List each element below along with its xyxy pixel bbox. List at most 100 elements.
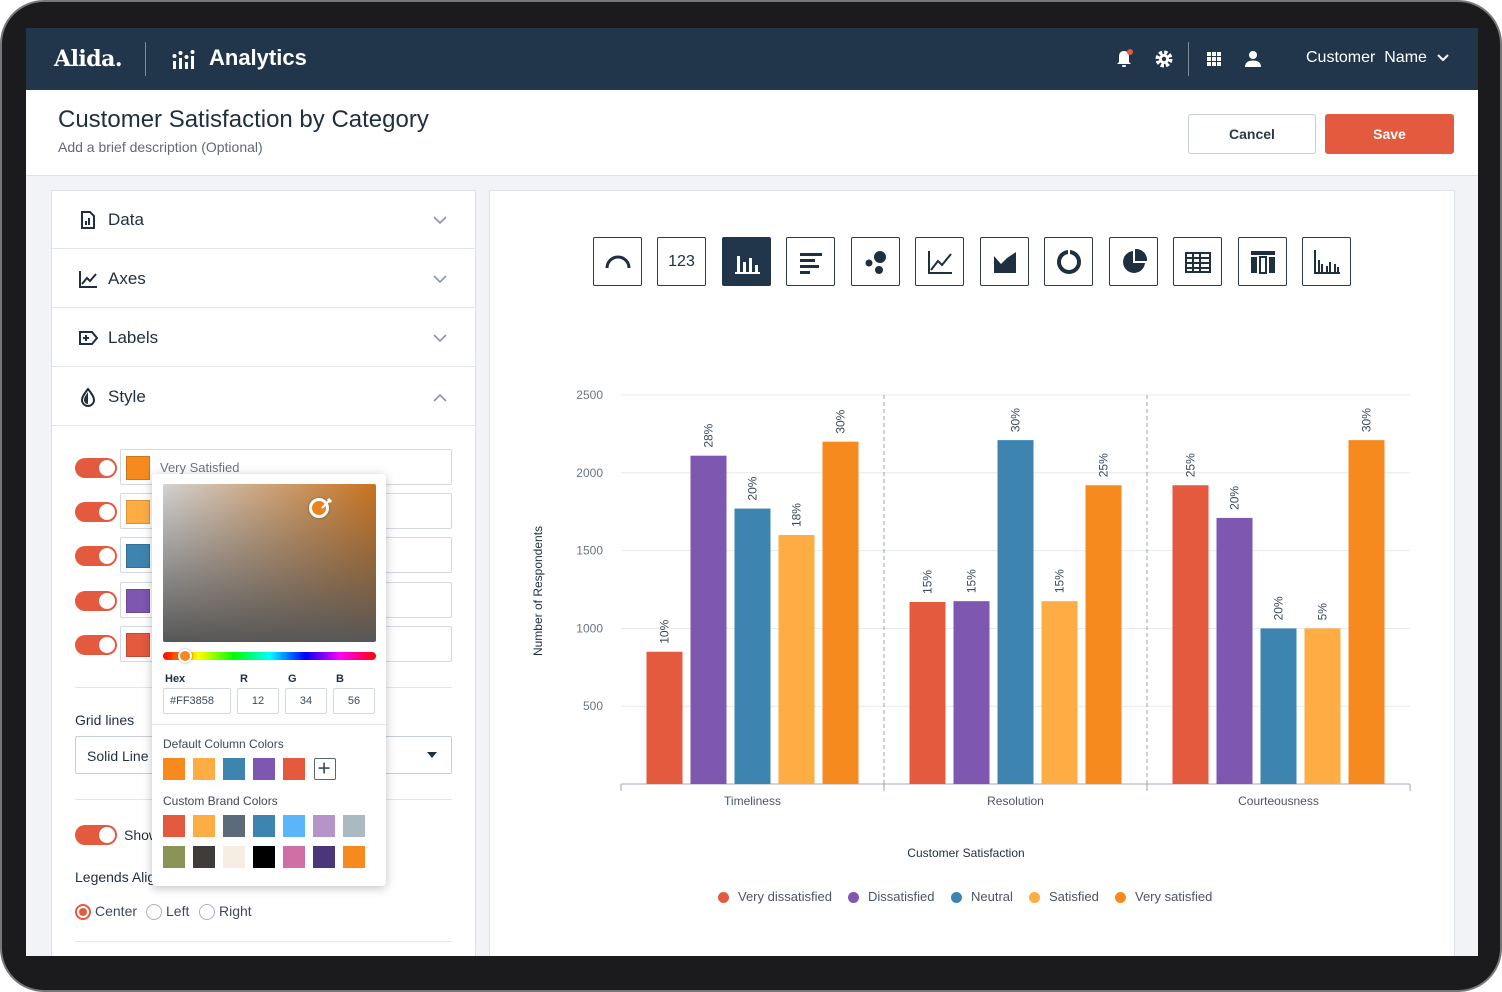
chevron-down-icon[interactable]: [433, 216, 447, 225]
add-color-button[interactable]: [314, 758, 336, 780]
series-toggle[interactable]: [75, 458, 117, 478]
save-button[interactable]: Save: [1325, 114, 1454, 154]
default-color-swatch[interactable]: [253, 758, 275, 780]
brand-color-swatch[interactable]: [283, 846, 305, 868]
series-name[interactable]: Very Satisfied: [160, 460, 240, 475]
series-toggle[interactable]: [75, 546, 117, 566]
app-title: Analytics: [209, 45, 307, 70]
series-toggle[interactable]: [75, 635, 117, 655]
data-label: 15%: [965, 569, 979, 593]
hue-handle[interactable]: [178, 649, 192, 663]
chart-type-bar[interactable]: [786, 237, 835, 286]
brand-color-swatch[interactable]: [163, 815, 185, 837]
brand-color-swatch[interactable]: [223, 846, 245, 868]
brand-color-swatch[interactable]: [253, 846, 275, 868]
radio-label[interactable]: Center: [95, 903, 138, 919]
eyedropper-icon[interactable]: [320, 496, 334, 510]
nav-divider: [1188, 42, 1189, 76]
brand-color-swatch[interactable]: [193, 815, 215, 837]
accordion-data[interactable]: Data: [52, 191, 475, 249]
brand-color-swatch[interactable]: [283, 815, 305, 837]
bar: [778, 535, 815, 784]
series-toggle[interactable]: [75, 591, 117, 611]
color-swatch[interactable]: [126, 500, 150, 524]
brand-color-swatch[interactable]: [343, 815, 365, 837]
chart-type-bubble[interactable]: [851, 237, 900, 286]
chart-type-line[interactable]: [915, 237, 964, 286]
brand-color-swatch[interactable]: [313, 815, 335, 837]
bar: [1304, 628, 1341, 784]
user-name[interactable]: Customer Name: [1306, 49, 1427, 66]
color-picker-popover: Hex R G B #FF3858 12 34 56 Default Colum…: [152, 474, 386, 886]
chart-type-stacked-table[interactable]: [1238, 237, 1287, 286]
user-icon[interactable]: [1242, 48, 1264, 70]
chevron-down-icon[interactable]: [433, 334, 447, 343]
hex-input[interactable]: #FF3858: [163, 688, 231, 714]
chart-type-area[interactable]: [980, 237, 1029, 286]
radio-left[interactable]: [146, 904, 162, 920]
accordion-axes[interactable]: Axes: [52, 250, 475, 308]
chart-type-gauge[interactable]: [593, 237, 642, 286]
legend-label: Satisfied: [1049, 889, 1099, 904]
b-input[interactable]: 56: [333, 688, 375, 714]
saturation-value-area[interactable]: [163, 484, 376, 642]
brand-color-swatch[interactable]: [223, 815, 245, 837]
default-color-swatch[interactable]: [193, 758, 215, 780]
r-input[interactable]: 12: [237, 688, 279, 714]
data-label: 28%: [702, 423, 716, 447]
chevron-down-icon[interactable]: [1437, 53, 1449, 63]
legend-label: Very satisfied: [1135, 889, 1213, 904]
g-input[interactable]: 34: [285, 688, 327, 714]
chart-type-column[interactable]: [722, 237, 771, 286]
brand-color-swatch[interactable]: [313, 846, 335, 868]
brand-color-swatch[interactable]: [193, 846, 215, 868]
color-swatch[interactable]: [126, 589, 150, 613]
default-color-swatch[interactable]: [223, 758, 245, 780]
gear-icon[interactable]: [1153, 48, 1175, 70]
page-title[interactable]: Customer Satisfaction by Category: [58, 106, 429, 133]
y-tick-label: 500: [583, 699, 603, 713]
chevron-up-icon[interactable]: [433, 393, 447, 402]
chart-type-grouped-column[interactable]: [1302, 237, 1351, 286]
radio-right[interactable]: [199, 904, 215, 920]
brand-logo[interactable]: Alida.: [54, 46, 123, 72]
color-handle[interactable]: [309, 498, 329, 518]
accordion-label: Style: [108, 387, 146, 406]
accordion-style[interactable]: Style: [52, 368, 475, 426]
radio-label[interactable]: Left: [166, 903, 190, 919]
description-field[interactable]: Add a brief description (Optional): [58, 139, 263, 155]
bar: [1260, 628, 1297, 784]
x-tick-label: Courteousness: [1238, 794, 1319, 808]
divider: [75, 941, 452, 942]
chevron-down-icon[interactable]: [433, 275, 447, 284]
nav-divider: [145, 42, 146, 76]
bell-icon[interactable]: [1113, 48, 1135, 70]
data-label: 15%: [1053, 569, 1067, 593]
chart-type-donut[interactable]: [1044, 237, 1093, 286]
brand-color-swatch[interactable]: [253, 815, 275, 837]
brand-color-swatch[interactable]: [343, 846, 365, 868]
radio-label[interactable]: Right: [219, 903, 252, 919]
chart-type-pie[interactable]: [1109, 237, 1158, 286]
color-swatch[interactable]: [126, 544, 150, 568]
accordion-labels[interactable]: Labels: [52, 309, 475, 367]
radio-center[interactable]: [75, 904, 91, 920]
default-color-swatch[interactable]: [163, 758, 185, 780]
default-color-swatch[interactable]: [283, 758, 305, 780]
legends-align-label: Legends Align: [75, 869, 163, 885]
brand-color-swatch[interactable]: [163, 846, 185, 868]
grid-icon[interactable]: [1203, 48, 1225, 70]
color-swatch[interactable]: [126, 456, 150, 480]
bar: [1085, 485, 1122, 784]
cancel-button[interactable]: Cancel: [1188, 114, 1316, 154]
chart-type-table[interactable]: [1173, 237, 1222, 286]
legend-dot: [718, 892, 729, 903]
y-tick-label: 1500: [576, 544, 603, 558]
color-swatch[interactable]: [126, 633, 150, 657]
hue-slider[interactable]: [163, 652, 376, 660]
series-toggle[interactable]: [75, 502, 117, 522]
chart-type-number[interactable]: 123: [657, 237, 706, 286]
show-legend-toggle[interactable]: [75, 825, 117, 845]
r-label: R: [240, 673, 248, 685]
show-label: Show: [124, 827, 160, 843]
